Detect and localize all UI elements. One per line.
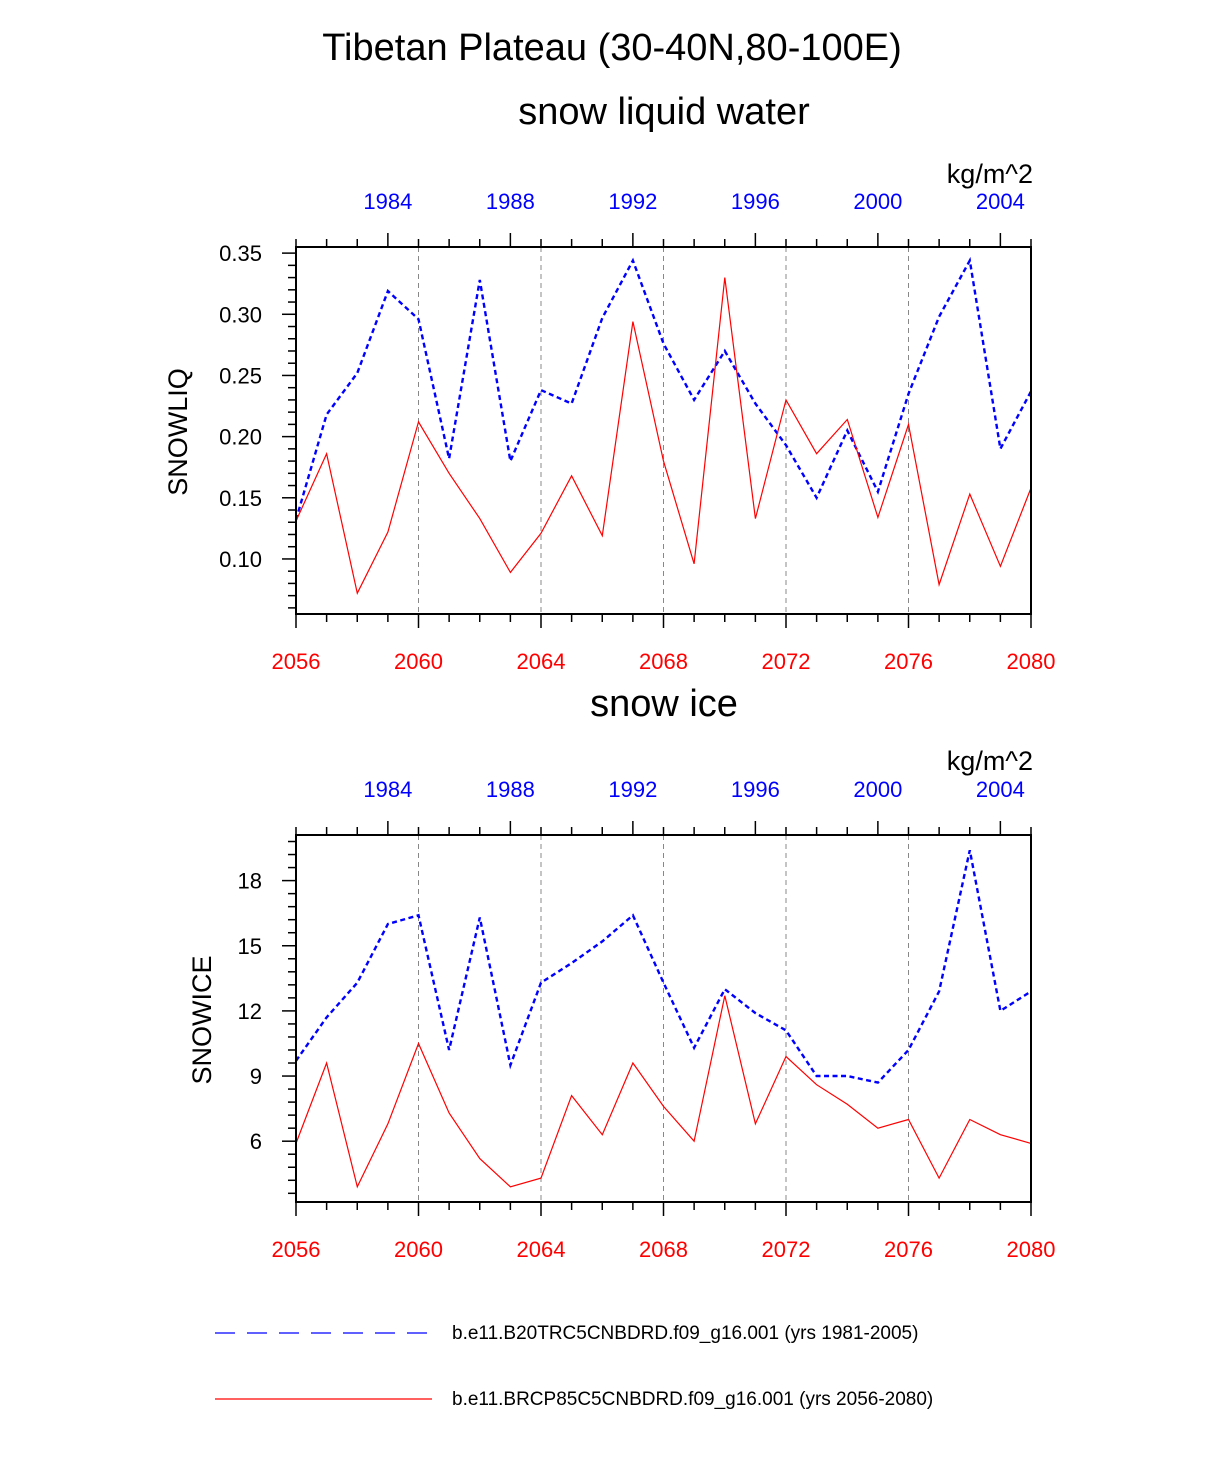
x-tick-label-bottom: 2072 — [762, 649, 811, 674]
y-tick-label: 18 — [238, 869, 262, 894]
y-tick-label: 15 — [238, 934, 262, 959]
x-tick-label-top: 1996 — [731, 189, 780, 214]
x-tick-label-bottom: 2056 — [272, 649, 321, 674]
series-lines — [295, 849, 1032, 1189]
panel-snow-liquid-water: snow liquid water kg/m^2 SNOWLIQ 2056 206… — [163, 91, 1055, 674]
x-tick-label-top: 1984 — [363, 189, 412, 214]
x-tick-label-bottom: 2068 — [639, 649, 688, 674]
y-tick-label: 0.25 — [219, 363, 262, 388]
series-line-hist — [294, 256, 1033, 521]
series-line-future — [295, 277, 1032, 595]
y-tick-label: 0.15 — [219, 486, 262, 511]
ylabel-snowliq: SNOWLIQ — [163, 368, 193, 496]
x-tick-label-bottom: 2080 — [1007, 1237, 1056, 1262]
axes: 2056 2060 2064 2068 2072 2076 2080 1984 1988 1992… — [219, 189, 1055, 674]
x-tick-label-top: 2000 — [853, 777, 902, 802]
y-tick-label: 9 — [250, 1064, 262, 1089]
x-tick-label-top: 1988 — [486, 777, 535, 802]
y-tick-label: 0.35 — [219, 241, 262, 266]
y-tick-label: 0.20 — [219, 425, 262, 450]
grid-lines — [418, 835, 909, 1202]
legend-item-hist: b.e11.B20TRC5CNBDRD.f09_g16.001 (yrs 198… — [215, 1323, 918, 1344]
ylabel-snowice: SNOWICE — [187, 955, 217, 1084]
x-tick-label-bottom: 2064 — [517, 1237, 566, 1262]
x-tick-label-bottom: 2076 — [884, 649, 933, 674]
units-label-snowliq: kg/m^2 — [947, 159, 1033, 189]
y-tick-label: 12 — [238, 999, 262, 1024]
x-tick-label-top: 2004 — [976, 189, 1025, 214]
x-tick-label-top: 1984 — [363, 777, 412, 802]
axes: 2056 2060 2064 2068 2072 2076 2080 1984 1988 1992… — [238, 777, 1056, 1262]
series-line-hist — [295, 849, 1032, 1084]
y-tick-label: 6 — [250, 1129, 262, 1154]
x-tick-label-bottom: 2056 — [272, 1237, 321, 1262]
series-line-future — [295, 995, 1032, 1189]
x-tick-label-top: 2004 — [976, 777, 1025, 802]
y-tick-label: 0.10 — [219, 547, 262, 572]
x-tick-label-bottom: 2064 — [517, 649, 566, 674]
series-lines — [294, 256, 1033, 595]
x-tick-label-bottom: 2068 — [639, 1237, 688, 1262]
x-tick-label-top: 1992 — [608, 189, 657, 214]
x-tick-label-top: 1988 — [486, 189, 535, 214]
legend: b.e11.B20TRC5CNBDRD.f09_g16.001 (yrs 198… — [215, 1323, 933, 1410]
figure-title: Tibetan Plateau (30-40N,80-100E) — [322, 27, 902, 69]
x-tick-label-top: 1992 — [608, 777, 657, 802]
panel-title-snowliq: snow liquid water — [518, 91, 810, 133]
grid-lines — [418, 247, 909, 614]
x-tick-label-bottom: 2072 — [762, 1237, 811, 1262]
panel-title-snowice: snow ice — [590, 683, 738, 725]
panel-snow-ice: snow ice kg/m^2 SNOWICE 2056 2060 2064 2068… — [187, 683, 1055, 1262]
x-tick-label-top: 1996 — [731, 777, 780, 802]
legend-label-hist: b.e11.B20TRC5CNBDRD.f09_g16.001 (yrs 198… — [452, 1323, 918, 1344]
x-tick-label-bottom: 2060 — [394, 1237, 443, 1262]
x-tick-label-bottom: 2080 — [1007, 649, 1056, 674]
x-tick-label-top: 2000 — [853, 189, 902, 214]
units-label-snowice: kg/m^2 — [947, 746, 1033, 776]
legend-label-future: b.e11.BRCP85C5CNBDRD.f09_g16.001 (yrs 20… — [452, 1389, 933, 1410]
legend-item-future: b.e11.BRCP85C5CNBDRD.f09_g16.001 (yrs 20… — [215, 1389, 933, 1410]
y-tick-label: 0.30 — [219, 302, 262, 327]
x-tick-label-bottom: 2076 — [884, 1237, 933, 1262]
x-tick-label-bottom: 2060 — [394, 649, 443, 674]
